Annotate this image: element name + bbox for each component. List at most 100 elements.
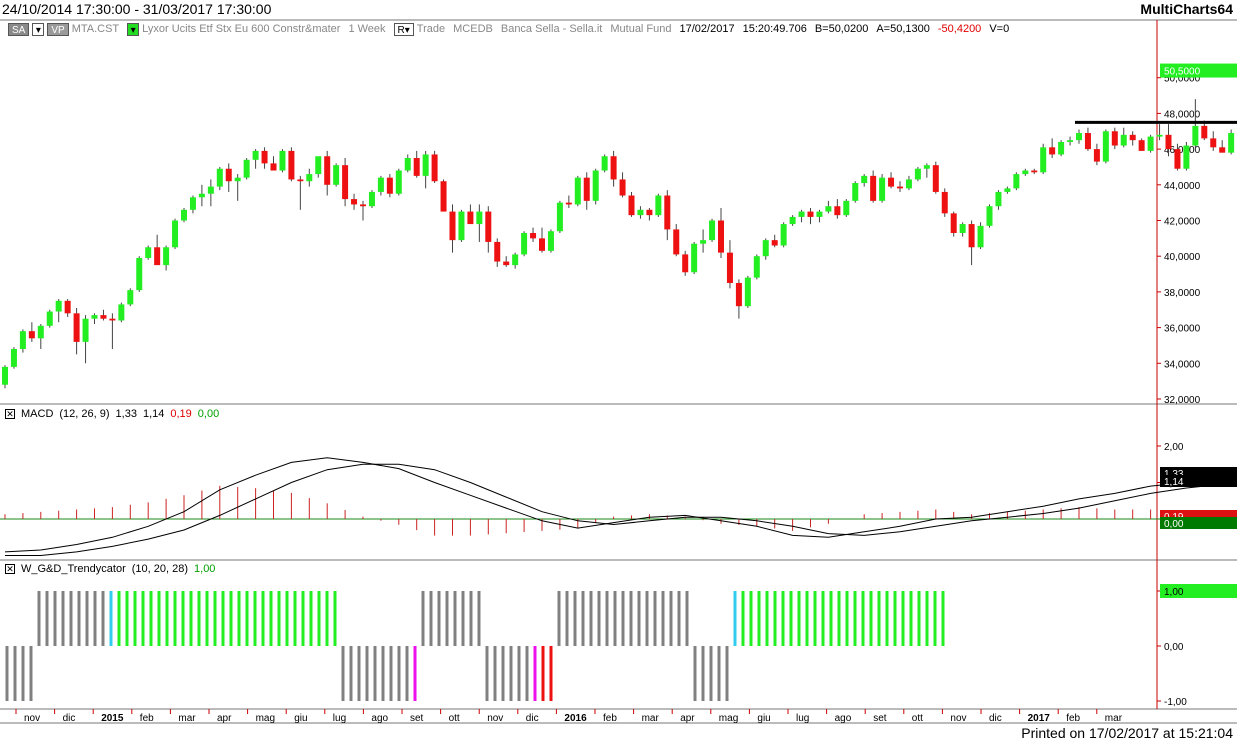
candle-body [1228, 133, 1235, 153]
candle-body [494, 241, 501, 262]
date-range: 24/10/2014 17:30:00 - 31/03/2017 17:30:0… [2, 1, 272, 17]
candle-body [905, 179, 912, 189]
candle-body [234, 177, 241, 182]
candle-body [1040, 147, 1047, 173]
candle [923, 163, 930, 178]
candle [735, 279, 742, 319]
price-pane: 32,0000 34,0000 36,0000 38,0000 40,0000 42,00… [2, 63, 1237, 406]
candle-body [1067, 140, 1074, 142]
candle-body [592, 170, 599, 201]
vp-button[interactable]: VP [47, 22, 69, 36]
candle [458, 209, 465, 242]
candle-body [315, 156, 322, 175]
macd-value-label: 1,33 [1164, 469, 1184, 480]
candle [914, 166, 921, 182]
candle-body [1201, 125, 1208, 139]
candle [1031, 168, 1038, 175]
trend-params: (10, 20, 28) [131, 563, 189, 575]
candle [234, 174, 241, 201]
bid-value: B=50,0200 [814, 23, 869, 35]
candle [950, 211, 957, 237]
candle-body [807, 211, 814, 217]
candle-body [136, 257, 143, 291]
time-label: feb [1066, 713, 1080, 724]
candle [163, 245, 170, 271]
candle [825, 200, 832, 214]
candle-body [368, 191, 375, 207]
candle-body [324, 156, 331, 185]
chart-canvas[interactable]: 32,0000 34,0000 36,0000 38,0000 40,0000 42,00… [0, 0, 1237, 725]
time-label: lug [796, 713, 809, 724]
candle [816, 209, 823, 223]
quote-time: 15:20:49.706 [742, 23, 807, 35]
candle-body [709, 220, 716, 241]
candle [1004, 186, 1011, 194]
candle [1013, 172, 1020, 191]
candle-body [888, 177, 895, 187]
price-tick-label: 38,0000 [1164, 288, 1201, 299]
candle [100, 309, 107, 321]
sa-dropdown-button[interactable]: ▾ [32, 22, 45, 36]
candle-body [449, 211, 456, 241]
candle-body [968, 224, 975, 248]
macd-value-3: 0,19 [170, 408, 192, 420]
candle-body [1013, 174, 1020, 189]
candle-body [691, 243, 698, 273]
r-dropdown-button[interactable]: R▾ [393, 22, 414, 36]
time-label: mar [642, 713, 660, 724]
candle [91, 313, 98, 325]
data-type: Trade [416, 23, 446, 35]
candle-body [664, 195, 671, 230]
candle [619, 172, 626, 198]
volume-value: V=0 [989, 23, 1010, 35]
candle-body [413, 158, 420, 176]
candle-body [959, 224, 966, 233]
time-label: 2016 [564, 713, 587, 724]
candle-body [342, 165, 349, 200]
close-icon[interactable]: ✕ [5, 564, 15, 574]
candle-body [19, 331, 26, 350]
candle-body [771, 240, 778, 246]
candle-body [521, 232, 528, 255]
candle-body [726, 252, 733, 283]
symbol-legend: SA ▾ VP MTA.CST ▾ Lyxor Ucits Etf Stx Eu… [8, 21, 1017, 37]
time-label: dic [989, 713, 1002, 724]
last-price-marker [1160, 63, 1237, 78]
candle-body [682, 254, 689, 273]
candle-body [395, 170, 402, 194]
candle-body [753, 256, 760, 278]
candle-body [82, 318, 89, 342]
candle-body [879, 177, 886, 201]
candle-body [404, 158, 411, 171]
candle [189, 195, 196, 214]
candle-body [530, 232, 537, 239]
candle [306, 168, 313, 187]
candle-body [637, 209, 644, 216]
change-value: -50,4200 [937, 23, 982, 35]
candle-body [762, 240, 769, 257]
sa-button[interactable]: SA [8, 22, 30, 36]
candle [118, 302, 125, 323]
candle-body [189, 197, 196, 210]
candle [351, 193, 358, 210]
candle [1076, 129, 1082, 144]
symbol-color-button[interactable]: ▾ [127, 22, 140, 36]
candle-body [1084, 133, 1091, 150]
candle [655, 193, 662, 217]
close-icon[interactable]: ✕ [5, 409, 15, 419]
time-label: giu [294, 713, 307, 724]
price-tick-label: 32,0000 [1164, 395, 1201, 406]
resolution: 1 Week [348, 23, 386, 35]
candle [1058, 140, 1065, 157]
candle [1093, 143, 1100, 166]
candle [28, 322, 35, 342]
candle [628, 191, 635, 217]
candle-body [923, 165, 930, 169]
candle [583, 172, 590, 210]
candle [843, 199, 850, 217]
price-tick-label: 48,0000 [1164, 109, 1201, 120]
candle-body [628, 195, 635, 216]
time-label: ott [912, 713, 923, 724]
candle-body [55, 300, 62, 312]
time-label: apr [217, 713, 232, 724]
